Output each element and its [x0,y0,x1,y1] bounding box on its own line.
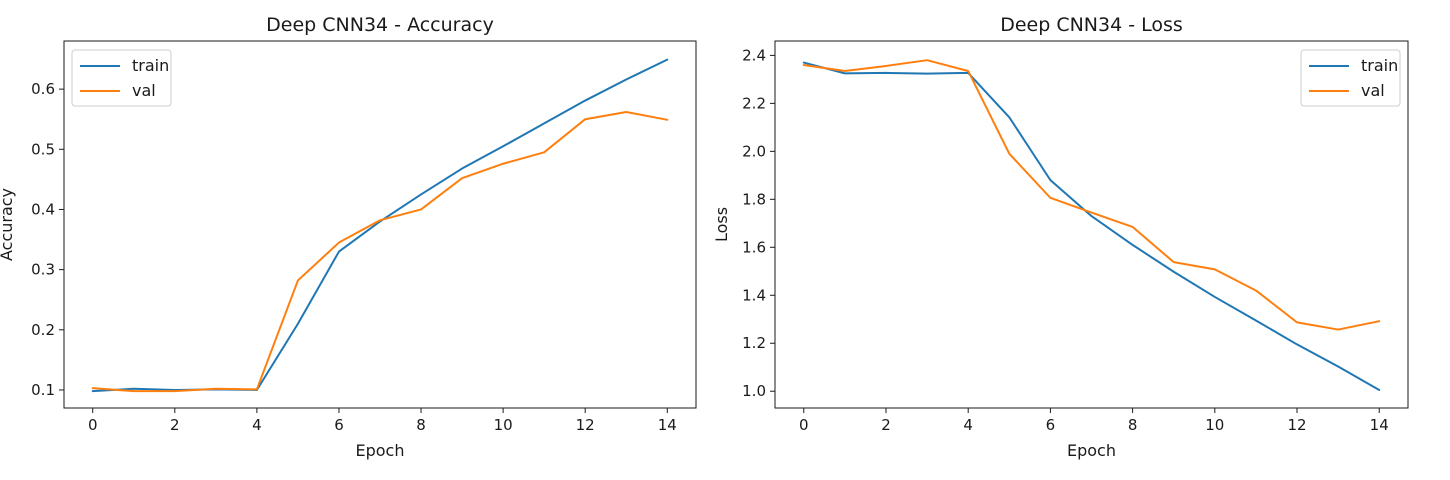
plot-frame [63,40,697,409]
chart-title: Deep CNN34 - Accuracy [266,14,494,36]
y-tick-label: 2.0 [742,142,766,160]
series-line-train [91,58,669,393]
x-tick-label: 14 [1370,416,1389,434]
legend-label-train: train [1361,56,1398,75]
y-axis-label: Loss [712,207,731,242]
x-tick-label: 2 [170,416,180,434]
series-line-val [91,110,669,393]
legend-label-val: val [132,81,156,100]
x-tick-label: 6 [334,416,344,434]
x-axis-label: Epoch [1067,441,1116,460]
chart-panel-loss: Deep CNN34 - Loss 0 2 4 6 8 10 12 14 1.0 1.2 1.4 1.6… [712,14,1409,460]
y-tick-label: 1.8 [742,190,766,208]
x-tick-label: 0 [799,416,809,434]
x-tick-label: 10 [494,416,513,434]
x-tick-label: 2 [881,416,891,434]
y-tick-label: 1.2 [742,334,766,352]
series-line-val [802,59,1381,331]
y-tick-label: 0.3 [31,261,55,279]
series-line-train [802,61,1381,392]
x-axis-label: Epoch [356,441,405,460]
x-tick-label: 8 [416,416,426,434]
y-tick-label: 0.4 [31,200,55,218]
plot-frame [774,40,1409,409]
y-tick-label: 0.5 [31,140,55,158]
x-tick-label: 4 [252,416,262,434]
legend: train val [1300,49,1401,107]
y-tick-label: 1.0 [742,382,766,400]
y-tick-label: 2.2 [742,94,766,112]
legend-label-val: val [1361,81,1385,100]
y-tick-label: 1.6 [742,238,766,256]
x-tick-label: 4 [963,416,973,434]
x-tick-label: 12 [1287,416,1306,434]
y-tick-label: 1.4 [742,286,766,304]
x-tick-label: 12 [576,416,595,434]
y-tick-label: 2.4 [742,46,766,64]
x-tick-label: 0 [88,416,98,434]
chart-panel-accuracy: Deep CNN34 - Accuracy 0 2 4 6 8 10 12 14 0.1 0.2 0.… [0,14,697,460]
y-axis-label: Accuracy [0,188,16,261]
y-tick-label: 0.6 [31,80,55,98]
legend-label-train: train [132,56,169,75]
legend: train val [71,49,172,107]
chart-title: Deep CNN34 - Loss [1000,14,1183,36]
x-tick-label: 8 [1128,416,1138,434]
y-tick-label: 0.2 [31,321,55,339]
y-tick-label: 0.1 [31,381,55,399]
x-tick-label: 14 [658,416,677,434]
x-tick-label: 10 [1205,416,1224,434]
x-tick-label: 6 [1046,416,1056,434]
